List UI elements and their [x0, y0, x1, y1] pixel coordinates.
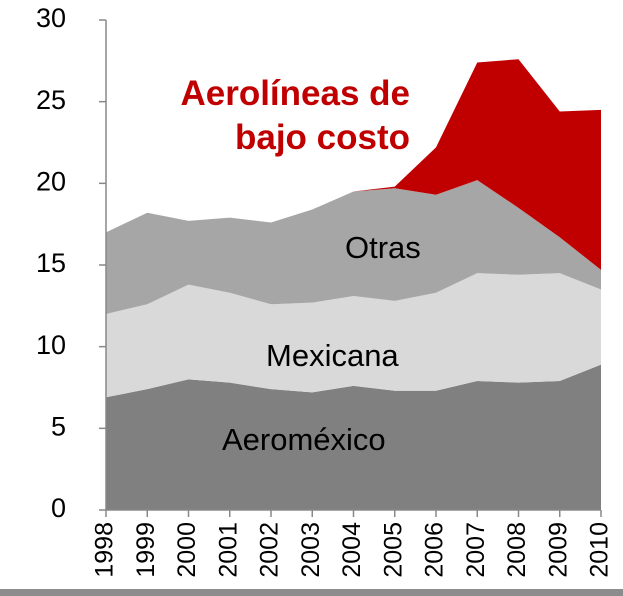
series-label: Otras	[345, 230, 421, 265]
series-label: Aerolíneas de bajo costo	[180, 74, 410, 157]
x-tick-label: 2006	[421, 522, 449, 578]
y-tick-label: 30	[36, 3, 66, 33]
y-tick-label: 5	[51, 411, 66, 441]
x-tick-label: 2003	[297, 522, 325, 578]
x-tick-label: 2010	[586, 522, 614, 578]
y-tick-label: 25	[36, 85, 66, 115]
x-tick-label: 2008	[503, 522, 531, 578]
area	[106, 180, 601, 314]
bottom-bar	[0, 589, 623, 596]
y-tick-label: 20	[36, 166, 66, 196]
area	[106, 273, 601, 398]
area	[106, 364, 601, 510]
x-tick-label: 1998	[91, 522, 119, 578]
y-tick-label: 15	[36, 248, 66, 278]
area	[106, 59, 601, 270]
y-tick-label: 0	[51, 493, 66, 523]
x-tick-label: 2007	[462, 522, 490, 578]
x-tick-label: 2004	[338, 522, 366, 578]
series-label: Mexicana	[266, 338, 399, 373]
x-tick-label: 2002	[256, 522, 284, 578]
x-tick-label: 1999	[132, 522, 160, 578]
x-tick-label: 2000	[173, 522, 201, 578]
y-tick-label: 10	[36, 330, 66, 360]
x-tick-label: 2009	[544, 522, 572, 578]
x-tick-label: 2001	[214, 522, 242, 578]
x-tick-label: 2005	[379, 522, 407, 578]
series-label: Aeroméxico	[222, 422, 386, 457]
